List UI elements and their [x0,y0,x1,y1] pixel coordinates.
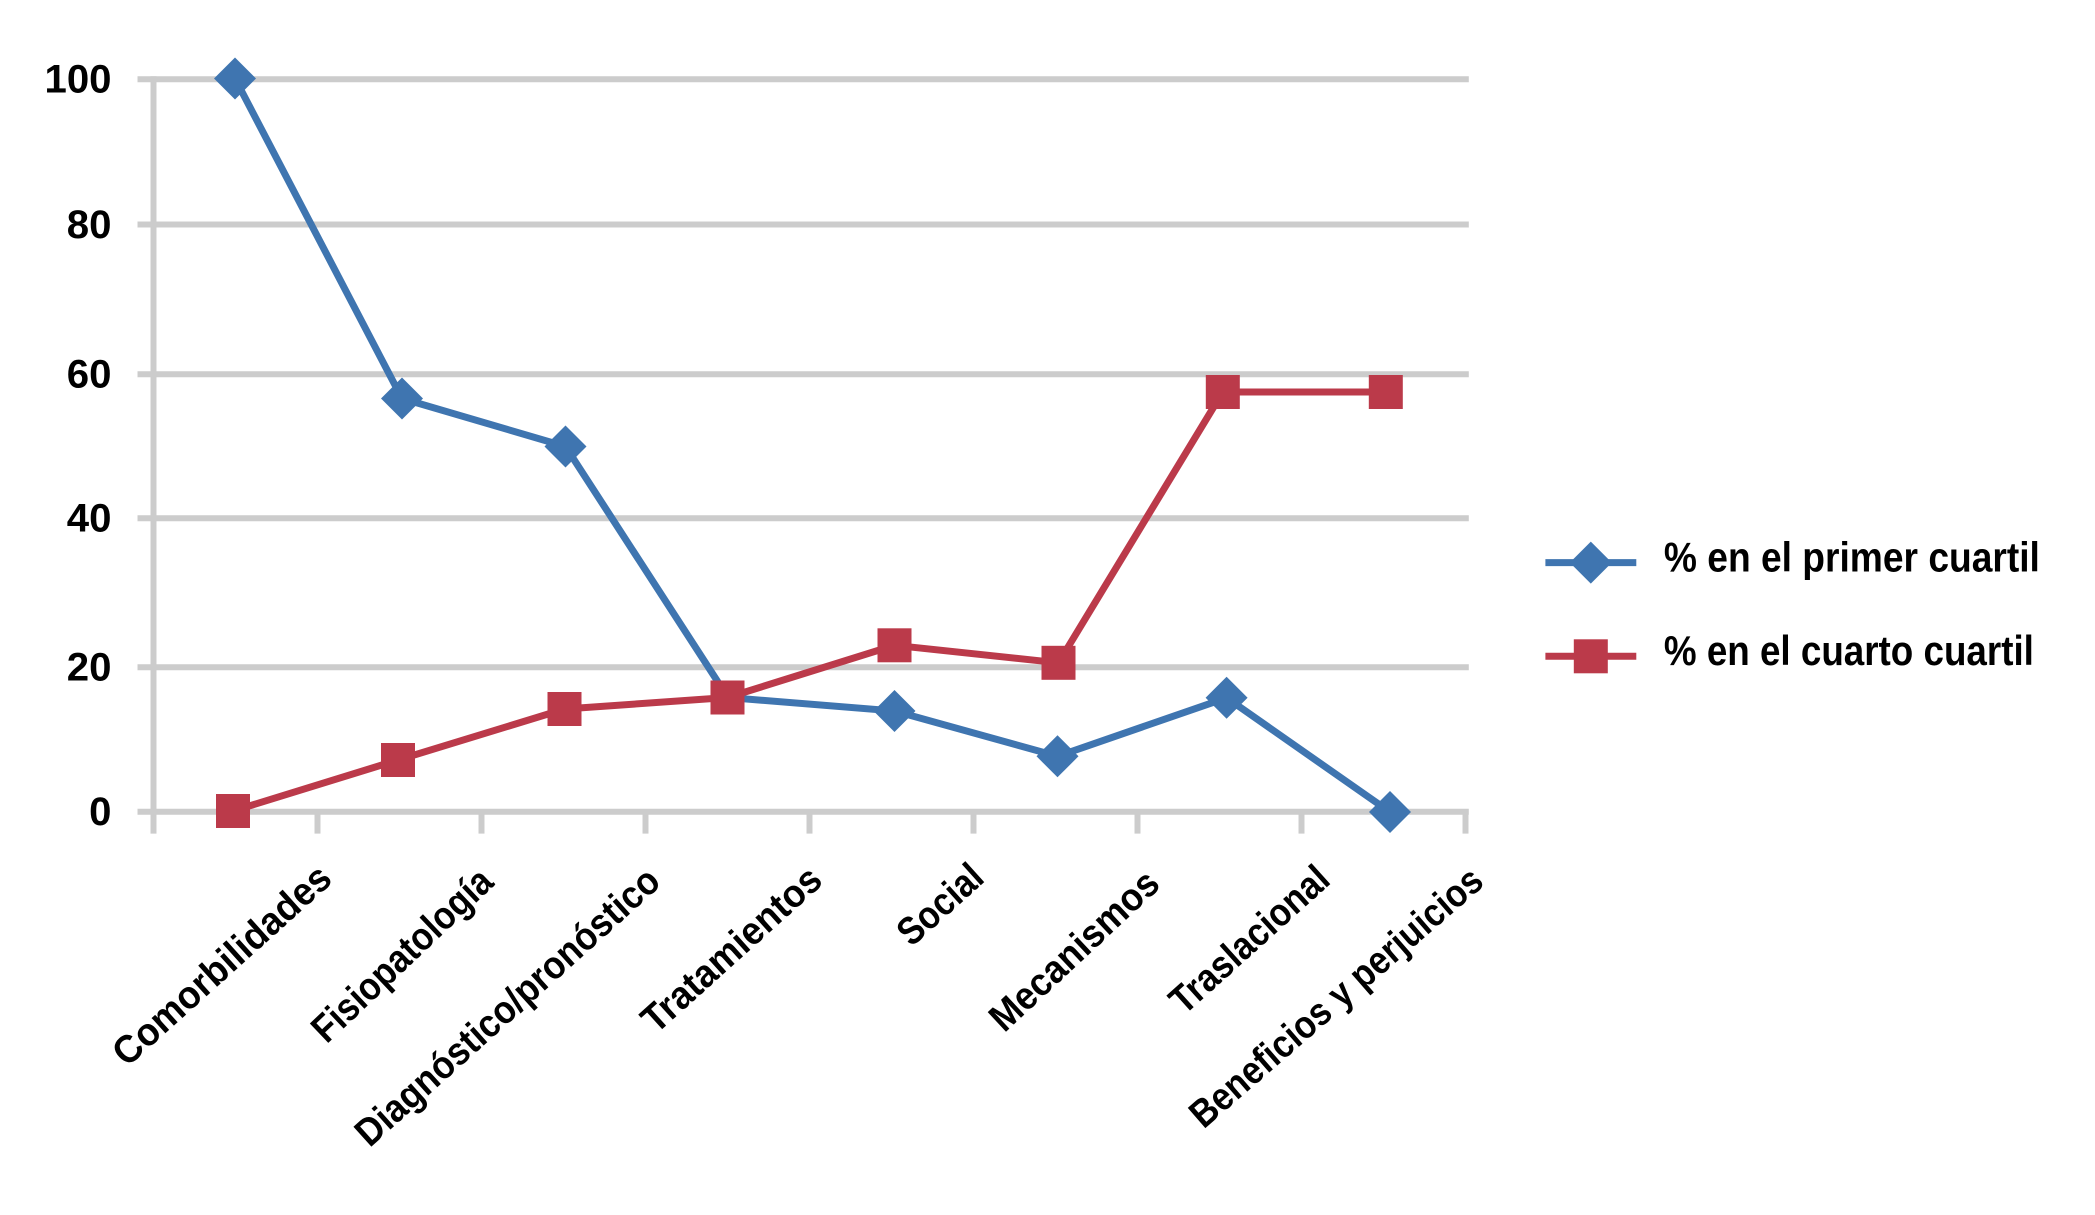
svg-text:0: 0 [89,790,111,834]
svg-text:% en el cuarto cuartil: % en el cuarto cuartil [1664,627,2034,674]
svg-text:40: 40 [67,497,112,541]
svg-text:80: 80 [67,203,112,247]
svg-text:% en el primer cuartil: % en el primer cuartil [1664,533,2040,580]
svg-text:100: 100 [45,58,112,102]
svg-text:60: 60 [67,353,112,397]
svg-text:20: 20 [67,646,112,690]
